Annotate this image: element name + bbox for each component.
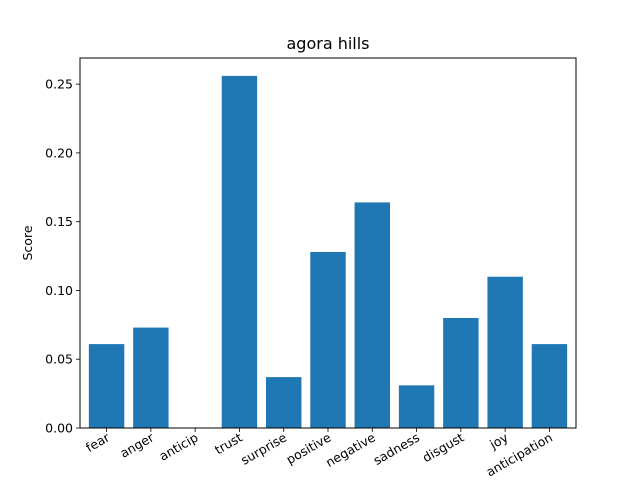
bars-group (88, 75, 568, 428)
y-tick-label: 0.00 (45, 421, 73, 436)
y-axis: 0.00 0.05 0.10 0.15 0.20 0.25 (45, 77, 80, 436)
y-tick-label: 0.15 (45, 214, 73, 229)
x-tick-label: surprise (238, 429, 289, 467)
x-axis: fear anger anticip trustsurprisepositiveneg… (83, 428, 555, 480)
x-tick-label: joy (486, 429, 511, 452)
bar-surprise (266, 377, 302, 428)
bar-disgust (443, 317, 479, 428)
bar-sadness (398, 385, 435, 428)
chart-title: agora hills (286, 34, 369, 53)
y-tick-label: 0.25 (45, 77, 73, 92)
bar-positive (310, 251, 346, 428)
x-tick-label: disgust (420, 430, 467, 466)
y-axis-label: Score (20, 225, 35, 260)
bar-anger (133, 327, 169, 428)
x-tick-label: anticip (157, 430, 201, 464)
bar-fear (88, 344, 125, 428)
x-tick-label: fear (83, 429, 113, 455)
x-tick-label: negative (323, 429, 378, 469)
y-tick-label: 0.05 (45, 352, 73, 367)
y-tick-label: 0.10 (45, 283, 73, 298)
y-tick-label: 0.20 (45, 145, 73, 160)
bar-trust (221, 75, 258, 428)
bar-anticipation (531, 344, 568, 428)
bar-negative (354, 202, 390, 428)
bar-joy (487, 276, 523, 428)
x-tick-label: anger (117, 429, 157, 461)
plot-frame (79, 57, 577, 429)
x-tick-label: sadness (371, 430, 422, 468)
